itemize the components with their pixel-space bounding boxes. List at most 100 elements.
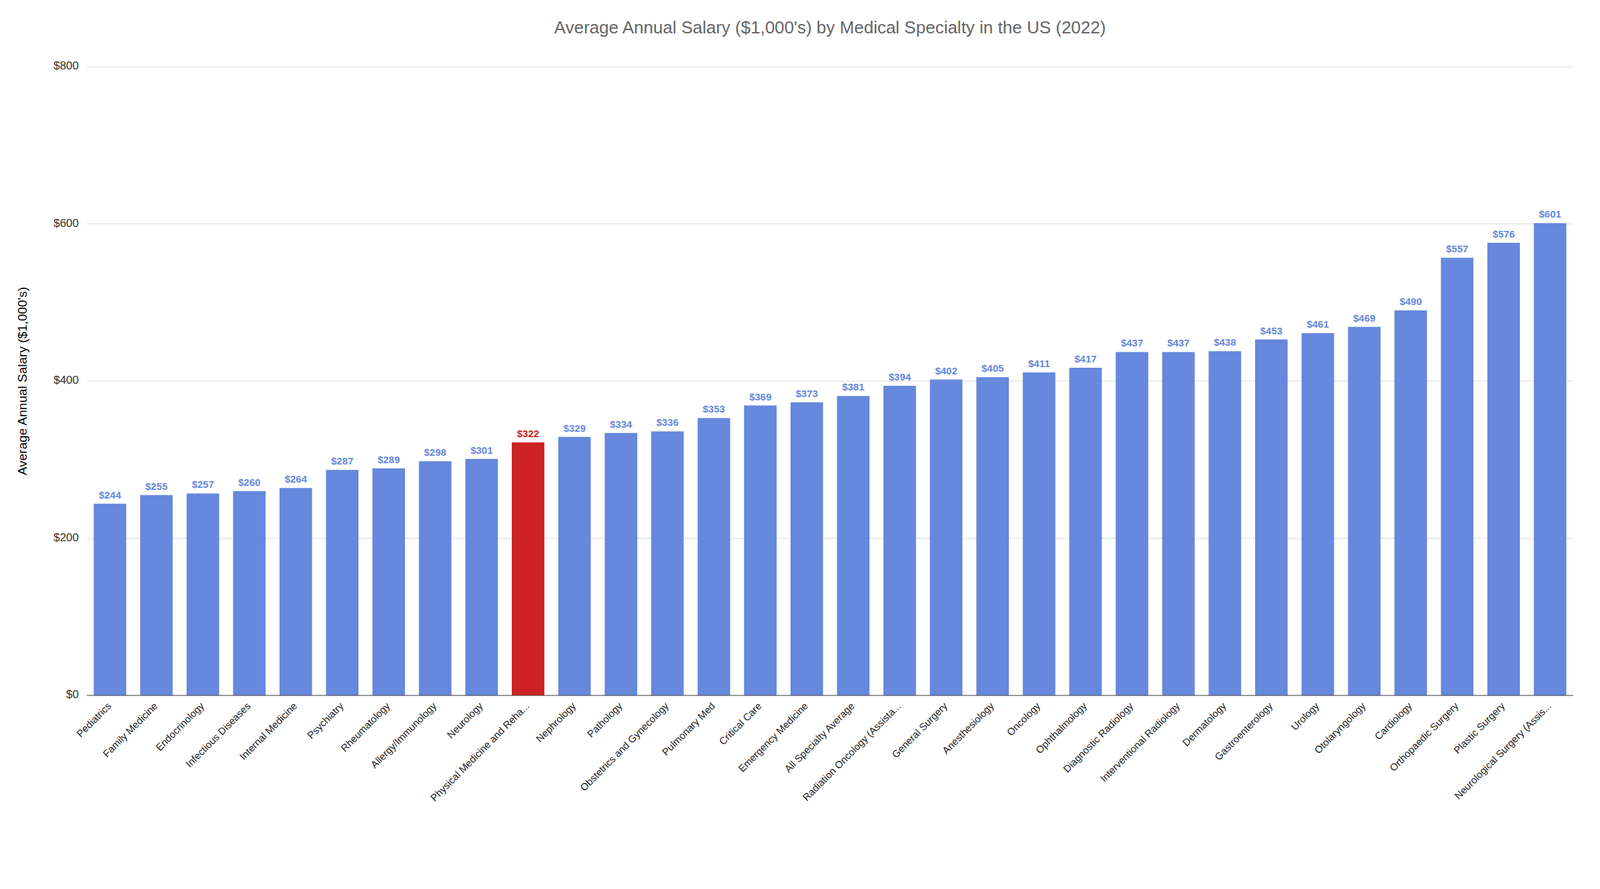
data-label: $381 xyxy=(842,380,865,393)
y-tick-label: $0 xyxy=(66,687,79,701)
bar xyxy=(1022,372,1056,696)
y-axis-label: Average Annual Salary ($1,000's) xyxy=(15,286,30,476)
x-tick-label: Oncology xyxy=(1004,699,1043,738)
y-axis: $0 $200 $400 $600 $800 xyxy=(53,59,79,701)
data-label: $453 xyxy=(1260,324,1283,337)
data-label: $601 xyxy=(1539,208,1562,220)
bar xyxy=(372,468,406,696)
bar xyxy=(1162,351,1195,696)
data-label: $437 xyxy=(1167,336,1190,349)
data-label: $301 xyxy=(470,444,493,456)
bar xyxy=(883,385,917,696)
data-label: $490 xyxy=(1399,295,1422,307)
bar xyxy=(186,493,220,696)
x-tick-label: Gastroenterology xyxy=(1212,699,1276,763)
x-tick-label: Nephrology xyxy=(533,699,579,745)
x-tick-label: Orthopaedic Surgery xyxy=(1387,699,1461,774)
data-label: $264 xyxy=(284,473,308,485)
bar xyxy=(1533,222,1567,696)
bar xyxy=(930,379,963,696)
bar xyxy=(232,491,266,696)
x-tick-label: Neurology xyxy=(444,699,486,741)
x-tick-label: Pathology xyxy=(584,699,625,740)
bar xyxy=(419,461,452,696)
x-axis: PediatricsFamily MedicineEndocrinology In… xyxy=(74,699,1554,804)
data-label: $322 xyxy=(517,427,540,440)
bar xyxy=(790,402,824,696)
grid xyxy=(86,66,1574,696)
grid-line xyxy=(86,223,1574,225)
title: Average Annual Salary ($1,000's) by Medi… xyxy=(554,17,1107,38)
data-label: $289 xyxy=(377,453,400,466)
bar xyxy=(93,503,127,696)
data-label: $557 xyxy=(1445,242,1468,255)
bar xyxy=(558,437,592,696)
bar xyxy=(511,442,545,696)
data-label: $417 xyxy=(1074,352,1097,365)
data-label: $353 xyxy=(702,403,725,415)
y-tick-label: $200 xyxy=(53,531,79,544)
data-label: $411 xyxy=(1028,357,1051,369)
data-label: $334 xyxy=(609,418,633,430)
grid-line xyxy=(86,695,1574,696)
x-tick-label: General Surgery xyxy=(889,699,950,760)
grid-line xyxy=(86,66,1574,68)
x-tick-label: Internal Medicine xyxy=(236,699,299,762)
bar xyxy=(465,459,498,696)
bar xyxy=(1208,350,1242,696)
bar xyxy=(651,431,684,696)
data-label: $394 xyxy=(888,370,912,383)
data-label: $257 xyxy=(191,478,214,490)
data-label: $576 xyxy=(1492,228,1515,240)
data-label: $469 xyxy=(1353,312,1376,324)
x-tick-label: Dermatology xyxy=(1180,699,1230,749)
data-label: $369 xyxy=(749,390,772,403)
bar xyxy=(604,433,638,696)
x-tick-label: Neurological Surgery (Assis... xyxy=(1451,699,1554,802)
x-tick-label: Obstetrics and Gynecology xyxy=(577,699,672,794)
bars xyxy=(93,222,1566,696)
x-tick-label: Urology xyxy=(1288,699,1322,733)
y-tick-label: $400 xyxy=(53,373,79,387)
bar xyxy=(1255,339,1288,696)
bar xyxy=(1394,310,1428,696)
x-tick-label: Anesthesiology xyxy=(940,699,997,756)
x-tick-label: Cardiology xyxy=(1372,699,1415,742)
data-label: $287 xyxy=(330,455,353,467)
x-tick-label: Critical Care xyxy=(716,699,764,747)
bar xyxy=(1441,257,1474,696)
bar xyxy=(1347,326,1381,696)
bar xyxy=(279,487,313,696)
data-label: $244 xyxy=(98,489,122,501)
x-tick-label: Radiation Oncology (Assista... xyxy=(800,699,903,803)
x-tick-label: Pulmonary Med xyxy=(659,699,718,758)
data-label: $461 xyxy=(1306,318,1329,330)
x-tick-label: Physical Medicine and Reha... xyxy=(428,699,532,804)
bar xyxy=(1301,332,1335,696)
bar xyxy=(140,495,173,696)
data-label: $298 xyxy=(424,446,447,458)
x-tick-label: Otolaryngology xyxy=(1311,699,1368,756)
data-label: $402 xyxy=(934,364,957,377)
bar xyxy=(1115,351,1149,696)
y-tick-label: $600 xyxy=(53,216,79,230)
bar xyxy=(1069,367,1103,696)
data-label: $437 xyxy=(1120,336,1143,349)
data-label: $255 xyxy=(145,480,168,492)
y-tick-label: $800 xyxy=(53,59,79,73)
x-tick-label: Family Medicine xyxy=(100,699,161,760)
x-axis-line xyxy=(86,695,1574,696)
data-label: $405 xyxy=(981,362,1004,374)
x-tick-label: Psychiatry xyxy=(304,699,346,741)
data-label: $336 xyxy=(656,416,679,428)
data-label: $260 xyxy=(238,476,261,488)
x-tick-label: Pediatrics xyxy=(74,699,114,740)
data-labels: $244 $255 $257 $260 $264 $287 $289 $298 $301 $322… xyxy=(98,208,1562,500)
data-label: $329 xyxy=(563,422,586,434)
data-label: $373 xyxy=(795,387,819,399)
x-tick-label: Endocrinology xyxy=(153,699,207,754)
chart: $0$200$400$600$800$244$255$257$260$264$2… xyxy=(0,0,1600,889)
bar xyxy=(697,417,731,696)
data-label: $438 xyxy=(1213,336,1236,348)
x-tick-label: Interventional Radiology xyxy=(1097,699,1182,784)
